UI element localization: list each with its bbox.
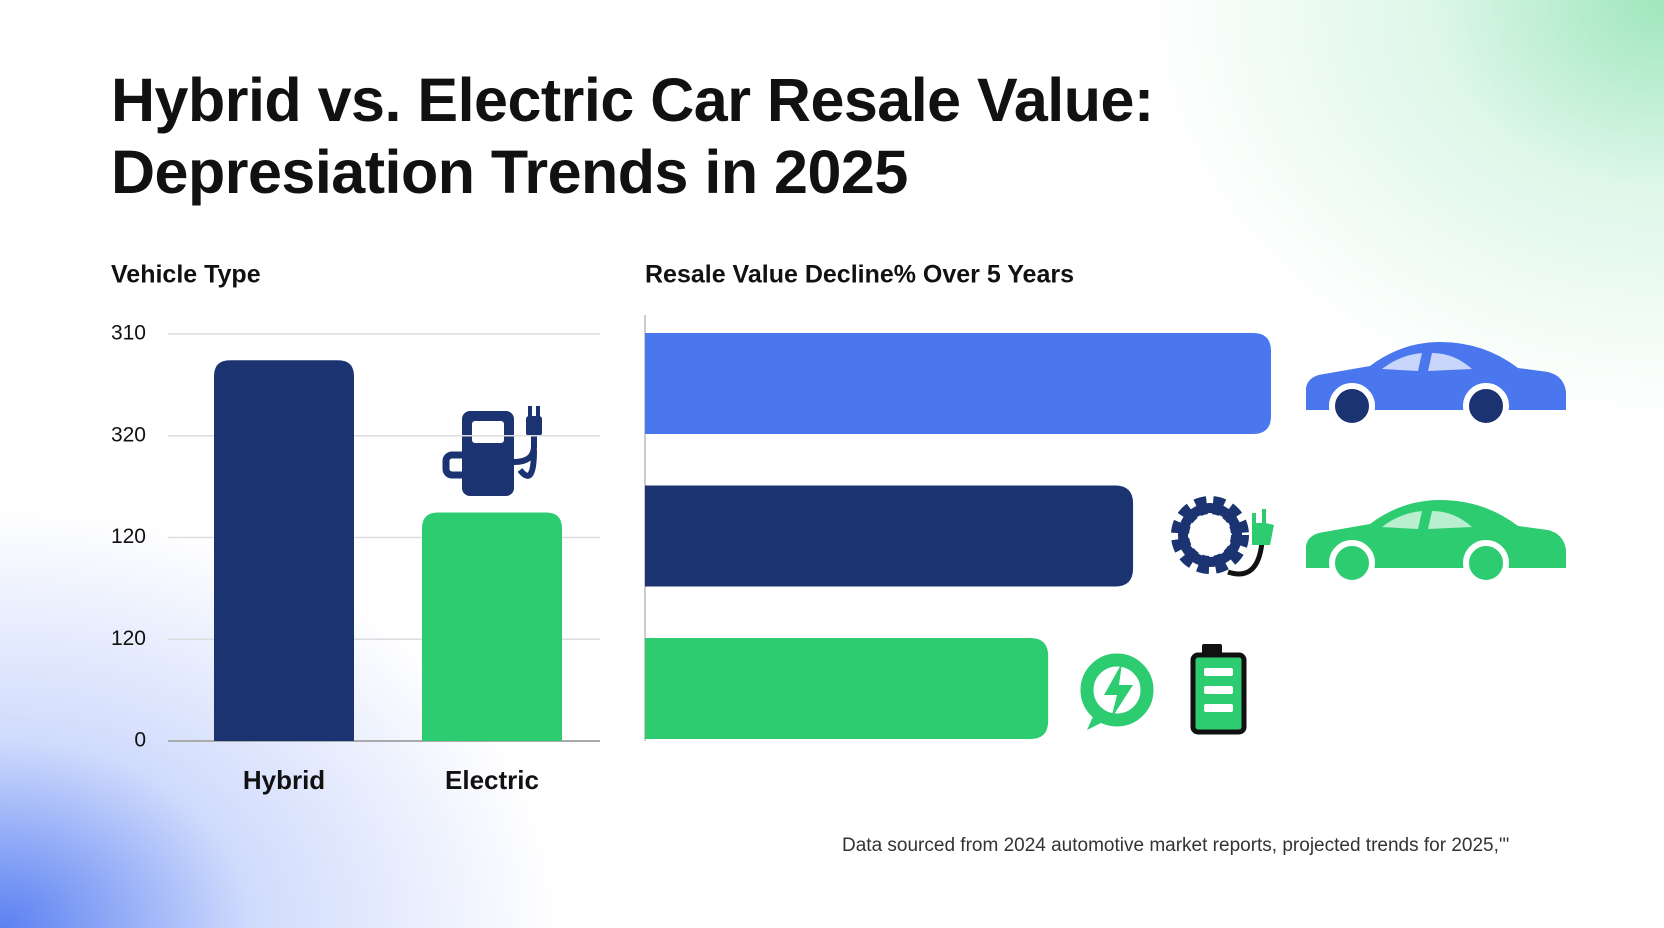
x-tick-label: Hybrid	[243, 765, 325, 795]
bar	[214, 360, 354, 741]
fuel-pump-icon	[442, 406, 542, 496]
gear-plug-icon	[1171, 496, 1274, 577]
battery-icon	[1190, 644, 1247, 735]
chart-title: Resale Value Decline% Over 5 Years	[645, 261, 1074, 289]
y-tick-label: 120	[111, 525, 146, 548]
y-tick-label: 310	[111, 322, 146, 345]
car-icon-green	[1306, 500, 1566, 586]
footnote: Data sourced from 2024 automotive market…	[842, 835, 1510, 856]
y-tick-label: 0	[134, 729, 146, 752]
bolt-icon	[1080, 653, 1154, 730]
car-icon-blue	[1306, 342, 1566, 429]
bar	[645, 638, 1049, 739]
bar	[422, 512, 562, 741]
bar	[645, 333, 1271, 434]
page-title: Hybrid vs. Electric Car Resale Value: De…	[111, 66, 1154, 206]
y-tick-label: 120	[111, 627, 146, 650]
y-axis-label: Vehicle Type	[111, 261, 261, 289]
bar	[645, 485, 1134, 587]
x-tick-label: Electric	[445, 765, 539, 795]
y-tick-label: 320	[111, 423, 146, 446]
